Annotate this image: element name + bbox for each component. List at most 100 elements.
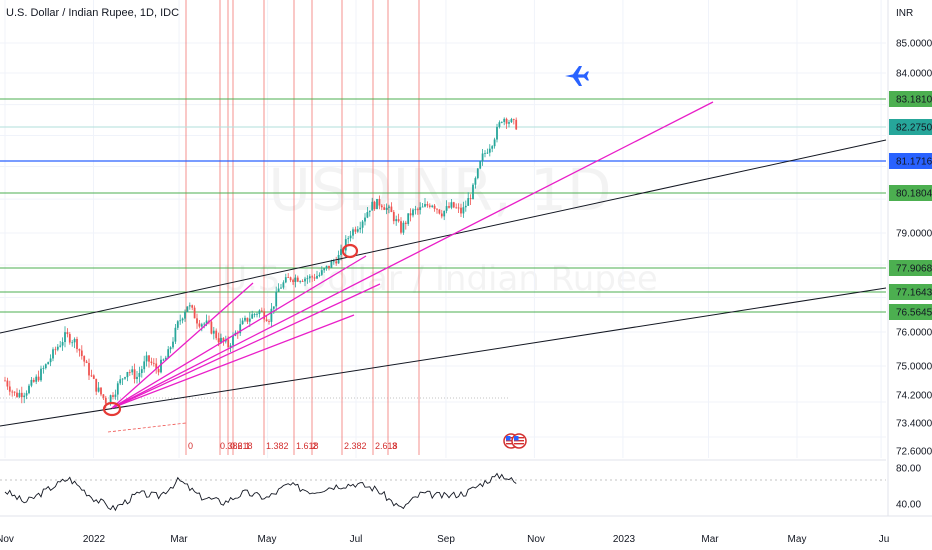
candlesticks: [4, 117, 518, 409]
candle-body: [320, 270, 323, 275]
pivot-circle-low: [102, 401, 122, 417]
candle-body: [469, 198, 472, 200]
price-tick-label: 72.6000: [896, 447, 932, 458]
price-tick-label: 83.1810: [896, 95, 932, 106]
candle-body: [385, 207, 388, 210]
candle-body: [311, 276, 314, 278]
candle-body: [474, 178, 477, 185]
candle-body: [119, 379, 122, 384]
candle-body: [400, 221, 402, 233]
candle-body: [121, 378, 124, 380]
candle-body: [416, 209, 419, 211]
candle-body: [92, 375, 95, 379]
candle-body: [407, 213, 410, 224]
candle-body: [486, 152, 489, 154]
candle-body: [510, 119, 513, 123]
candle-body: [491, 146, 494, 149]
candle-body: [244, 317, 246, 321]
candle-body: [481, 153, 484, 162]
us-flag-icon[interactable]: [511, 433, 527, 449]
candle-body: [436, 208, 438, 210]
price-badge: [889, 284, 932, 300]
candle-body: [76, 338, 78, 350]
candle-body: [292, 280, 294, 282]
airplane-icon[interactable]: [565, 66, 589, 86]
candle-body: [179, 320, 182, 322]
candle-body: [371, 201, 374, 211]
candle-body: [212, 330, 215, 334]
candle-body: [445, 206, 448, 211]
candle-body: [95, 378, 98, 392]
time-tick-label: 2023: [613, 534, 636, 545]
candle-body: [140, 369, 143, 374]
candle-body: [28, 385, 30, 394]
fib-label: 0.382: [220, 441, 243, 451]
candle-body: [114, 394, 117, 397]
candle-body: [505, 118, 508, 124]
candle-body: [467, 198, 470, 206]
candle-body: [32, 379, 35, 382]
candle-body: [73, 338, 76, 343]
candle-body: [412, 209, 414, 216]
time-tick-label: Nov: [0, 534, 14, 545]
candle-body: [392, 212, 395, 222]
candle-body: [316, 275, 318, 279]
candle-body: [8, 386, 11, 392]
fan-line: [111, 101, 714, 409]
candle-body: [383, 207, 386, 210]
fib-label: 2.618: [375, 441, 398, 451]
candle-body: [40, 368, 42, 381]
candle-body: [294, 277, 297, 282]
candle-body: [205, 320, 208, 324]
candle-body: [172, 341, 174, 348]
candle-body: [59, 345, 62, 347]
candle-body: [246, 317, 249, 322]
candle-body: [102, 394, 105, 398]
candle-body: [335, 261, 338, 264]
candle-body: [169, 347, 172, 350]
candle-body: [284, 277, 287, 283]
candle-body: [200, 324, 203, 327]
candle-body: [438, 209, 441, 214]
candle-body: [464, 205, 467, 208]
candle-body: [301, 281, 304, 282]
candle-body: [253, 314, 256, 315]
candle-body: [349, 235, 352, 239]
candle-body: [20, 392, 23, 398]
fib-label: 2: [312, 441, 317, 451]
candle-body: [431, 205, 434, 207]
candle-body: [25, 393, 28, 396]
candle-body: [368, 210, 371, 213]
candle-body: [88, 362, 90, 376]
price-tick-label: 82.2750: [896, 123, 932, 134]
fib-label: 3: [392, 441, 397, 451]
price-tick-label: 73.4000: [896, 419, 932, 430]
candle-body: [498, 122, 501, 127]
candle-body: [359, 227, 362, 230]
price-tick-label: 81.1716: [896, 157, 932, 168]
candle-body: [136, 376, 138, 380]
price-tick-label: 85.0000: [896, 39, 932, 50]
candle-body: [47, 362, 50, 365]
candle-body: [448, 206, 450, 208]
candle-body: [196, 318, 198, 324]
candle-body: [488, 148, 491, 153]
price-tick-label: 76.5645: [896, 308, 932, 319]
rsi-line: [4, 472, 517, 512]
fib-label: 2.382: [344, 441, 367, 451]
candle-body: [191, 305, 194, 308]
candle-body: [402, 222, 405, 233]
candle-body: [210, 321, 213, 334]
grid: [0, 0, 886, 458]
candle-body: [313, 277, 316, 279]
price-badge: [889, 119, 932, 135]
candle-body: [251, 314, 254, 319]
candle-body: [4, 380, 6, 382]
candle-body: [340, 249, 342, 255]
candle-body: [380, 205, 383, 208]
candle-body: [515, 119, 518, 130]
candle-body: [162, 359, 165, 361]
candle-body: [164, 357, 167, 360]
time-tick-label: Nov: [527, 534, 545, 545]
